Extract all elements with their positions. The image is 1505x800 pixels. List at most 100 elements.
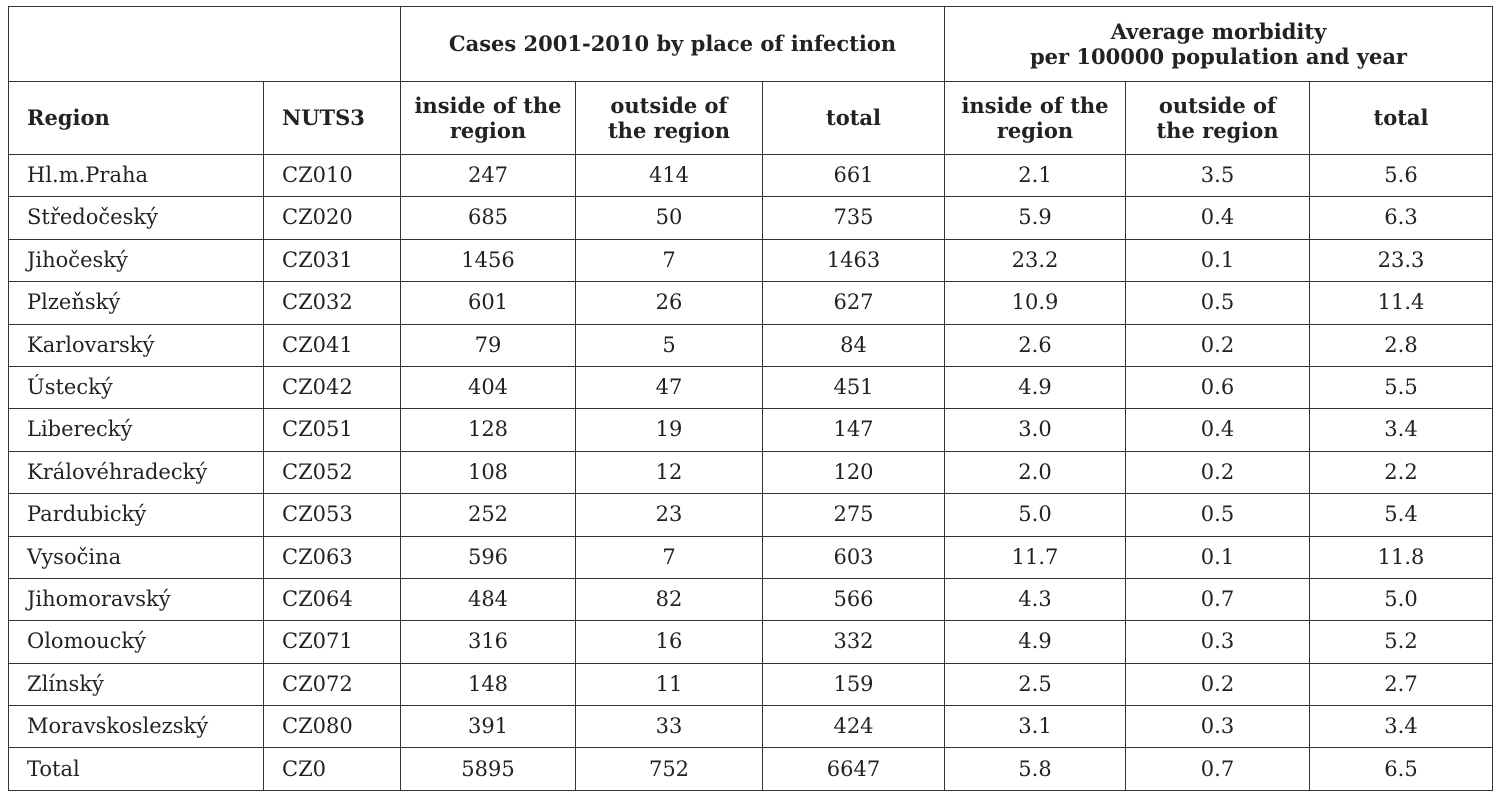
nuts3-cell: CZ080 bbox=[263, 705, 401, 749]
empty-corner-cell bbox=[8, 6, 401, 82]
region-cell: Plzeňský bbox=[8, 281, 264, 325]
cases-total-cell: 603 bbox=[762, 535, 945, 579]
column-header-row: Region NUTS3 inside of the region outsid… bbox=[8, 81, 1493, 155]
table-row: Hl.m.Praha CZ010 247 414 661 2.1 3.5 5.6 bbox=[8, 153, 1493, 198]
table-row: Plzeňský CZ032 601 26 627 10.9 0.5 11.4 bbox=[8, 281, 1493, 325]
nuts3-cell: CZ041 bbox=[263, 323, 401, 367]
table-row: Vysočina CZ063 596 7 603 11.7 0.1 11.8 bbox=[8, 535, 1493, 579]
cases-total-cell: 120 bbox=[762, 450, 945, 495]
cases-total-cell: 661 bbox=[762, 153, 945, 198]
nuts3-cell: CZ032 bbox=[263, 281, 401, 325]
cases-outside-cell: 47 bbox=[575, 365, 763, 410]
morbidity-inside-cell: 4.9 bbox=[944, 365, 1126, 410]
region-cell: Královéhradecký bbox=[8, 450, 264, 495]
morbidity-inside-cell: 2.6 bbox=[944, 323, 1126, 367]
morbidity-total-cell: 6.5 bbox=[1309, 747, 1493, 791]
table-row: Královéhradecký CZ052 108 12 120 2.0 0.2… bbox=[8, 450, 1493, 495]
cases-total-cell: 627 bbox=[762, 281, 945, 325]
morbidity-outside-cell: 0.3 bbox=[1125, 620, 1310, 664]
cases-outside-cell: 414 bbox=[575, 153, 763, 198]
table-row: Zlínský CZ072 148 11 159 2.5 0.2 2.7 bbox=[8, 662, 1493, 707]
cases-inside-cell: 148 bbox=[400, 662, 576, 707]
morbidity-outside-cell: 0.1 bbox=[1125, 238, 1310, 283]
nuts3-cell: CZ072 bbox=[263, 662, 401, 707]
table-row: Jihomoravský CZ064 484 82 566 4.3 0.7 5.… bbox=[8, 577, 1493, 622]
morbidity-group-header: Average morbidity per 100000 population … bbox=[944, 6, 1493, 82]
cases-total-cell: 6647 bbox=[762, 747, 945, 791]
morbidity-inside-cell: 11.7 bbox=[944, 535, 1126, 579]
cases-inside-cell: 596 bbox=[400, 535, 576, 579]
cases-inside-cell: 601 bbox=[400, 281, 576, 325]
cases-inside-cell: 247 bbox=[400, 153, 576, 198]
region-cell: Pardubický bbox=[8, 493, 264, 537]
table-row: Moravskoslezský CZ080 391 33 424 3.1 0.3… bbox=[8, 705, 1493, 749]
cases-inside-cell: 252 bbox=[400, 493, 576, 537]
nuts3-cell: CZ020 bbox=[263, 196, 401, 240]
morbidity-header-line2: per 100000 population and year bbox=[1030, 44, 1407, 69]
region-cell: Moravskoslezský bbox=[8, 705, 264, 749]
cases-outside-cell: 16 bbox=[575, 620, 763, 664]
morbidity-total-column-header: total bbox=[1309, 81, 1493, 155]
cases-total-cell: 147 bbox=[762, 408, 945, 452]
cases-inside-cell: 316 bbox=[400, 620, 576, 664]
morbidity-inside-header-line2: region bbox=[996, 118, 1074, 143]
morbidity-total-cell: 2.8 bbox=[1309, 323, 1493, 367]
morbidity-inside-cell: 10.9 bbox=[944, 281, 1126, 325]
cases-group-header: Cases 2001-2010 by place of infection bbox=[400, 6, 945, 82]
cases-total-cell: 1463 bbox=[762, 238, 945, 283]
nuts3-cell: CZ0 bbox=[263, 747, 401, 791]
cases-inside-cell: 79 bbox=[400, 323, 576, 367]
cases-total-cell: 159 bbox=[762, 662, 945, 707]
cases-total-cell: 275 bbox=[762, 493, 945, 537]
nuts3-cell: CZ071 bbox=[263, 620, 401, 664]
morbidity-inside-cell: 3.0 bbox=[944, 408, 1126, 452]
morbidity-total-cell: 23.3 bbox=[1309, 238, 1493, 283]
region-cell: Olomoucký bbox=[8, 620, 264, 664]
cases-outside-cell: 82 bbox=[575, 577, 763, 622]
morbidity-total-cell: 5.5 bbox=[1309, 365, 1493, 410]
morbidity-total-cell: 5.2 bbox=[1309, 620, 1493, 664]
cases-inside-cell: 5895 bbox=[400, 747, 576, 791]
morbidity-total-cell: 11.8 bbox=[1309, 535, 1493, 579]
nuts3-column-header: NUTS3 bbox=[263, 81, 401, 155]
cases-total-cell: 566 bbox=[762, 577, 945, 622]
morbidity-table: Cases 2001-2010 by place of infection Av… bbox=[8, 6, 1493, 791]
cases-outside-header-line2: the region bbox=[607, 118, 730, 143]
cases-outside-header-line1: outside of bbox=[610, 92, 728, 118]
cases-outside-cell: 19 bbox=[575, 408, 763, 452]
morbidity-outside-cell: 0.4 bbox=[1125, 408, 1310, 452]
cases-total-cell: 451 bbox=[762, 365, 945, 410]
morbidity-outside-cell: 0.5 bbox=[1125, 281, 1310, 325]
morbidity-outside-cell: 0.7 bbox=[1125, 577, 1310, 622]
region-column-header: Region bbox=[8, 81, 264, 155]
region-cell: Liberecký bbox=[8, 408, 264, 452]
nuts3-cell: CZ051 bbox=[263, 408, 401, 452]
nuts3-cell: CZ010 bbox=[263, 153, 401, 198]
cases-inside-header-line2: region bbox=[449, 118, 527, 143]
cases-outside-cell: 752 bbox=[575, 747, 763, 791]
morbidity-inside-cell: 4.9 bbox=[944, 620, 1126, 664]
morbidity-inside-cell: 2.5 bbox=[944, 662, 1126, 707]
table-row: Ústecký CZ042 404 47 451 4.9 0.6 5.5 bbox=[8, 365, 1493, 410]
cases-total-column-header: total bbox=[762, 81, 945, 155]
cases-outside-column-header: outside of the region bbox=[575, 81, 763, 155]
morbidity-outside-cell: 0.2 bbox=[1125, 662, 1310, 707]
morbidity-inside-cell: 5.8 bbox=[944, 747, 1126, 791]
cases-outside-cell: 7 bbox=[575, 238, 763, 283]
morbidity-outside-column-header: outside of the region bbox=[1125, 81, 1310, 155]
morbidity-total-cell: 5.0 bbox=[1309, 577, 1493, 622]
table-row: Karlovarský CZ041 79 5 84 2.6 0.2 2.8 bbox=[8, 323, 1493, 367]
morbidity-outside-cell: 0.6 bbox=[1125, 365, 1310, 410]
morbidity-inside-cell: 3.1 bbox=[944, 705, 1126, 749]
table-body: Hl.m.Praha CZ010 247 414 661 2.1 3.5 5.6… bbox=[8, 153, 1493, 791]
region-cell: Karlovarský bbox=[8, 323, 264, 367]
morbidity-total-cell: 5.4 bbox=[1309, 493, 1493, 537]
morbidity-header-line1: Average morbidity bbox=[1110, 18, 1327, 44]
cases-outside-cell: 33 bbox=[575, 705, 763, 749]
morbidity-outside-cell: 0.2 bbox=[1125, 323, 1310, 367]
table-row: Pardubický CZ053 252 23 275 5.0 0.5 5.4 bbox=[8, 493, 1493, 537]
morbidity-inside-cell: 5.9 bbox=[944, 196, 1126, 240]
morbidity-total-cell: 5.6 bbox=[1309, 153, 1493, 198]
morbidity-outside-cell: 3.5 bbox=[1125, 153, 1310, 198]
morbidity-inside-cell: 2.1 bbox=[944, 153, 1126, 198]
